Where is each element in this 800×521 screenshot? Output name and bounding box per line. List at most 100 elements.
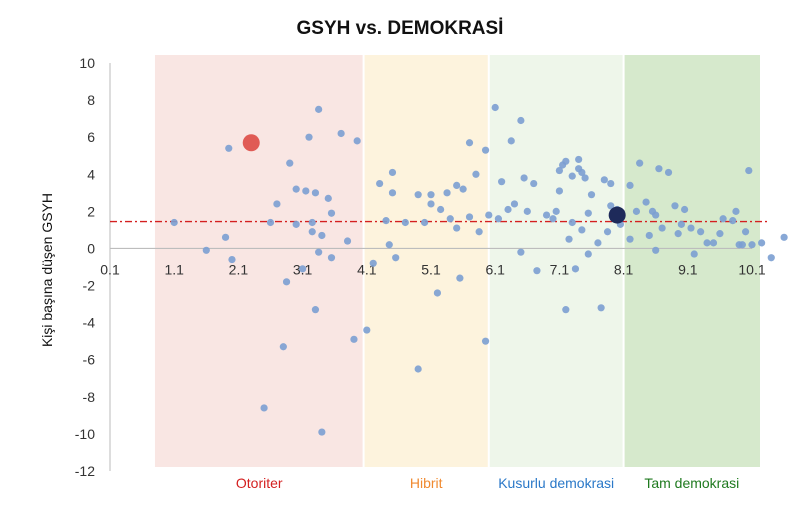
data-point <box>517 248 525 256</box>
data-point <box>282 278 291 286</box>
y-tick-label: -6 <box>83 352 96 368</box>
data-point <box>687 224 695 232</box>
data-point <box>286 159 294 167</box>
data-point <box>716 230 724 238</box>
data-point <box>318 231 326 240</box>
data-point <box>327 209 336 217</box>
data-point <box>427 200 435 208</box>
data-point <box>581 174 589 182</box>
data-point <box>453 181 461 189</box>
region-label-2: Hibrit <box>410 475 443 491</box>
x-tick-label: 7.1 <box>550 261 570 277</box>
data-point <box>292 220 300 228</box>
data-point <box>741 228 750 236</box>
data-point <box>565 235 573 243</box>
data-point <box>523 207 531 215</box>
data-point <box>658 224 666 232</box>
data-point <box>318 428 326 436</box>
data-point <box>485 211 493 219</box>
data-point <box>626 235 634 243</box>
data-point <box>584 209 592 217</box>
x-tick-label: 9.1 <box>678 261 698 277</box>
data-point <box>225 144 233 152</box>
data-point <box>745 166 753 175</box>
y-tick-label: -10 <box>75 426 95 442</box>
data-point <box>311 189 320 197</box>
y-tick-label: -2 <box>83 278 96 294</box>
data-point <box>279 343 287 351</box>
data-point <box>555 166 564 175</box>
x-tick-label: 6.1 <box>485 261 505 277</box>
data-point <box>552 207 560 215</box>
data-point <box>671 202 679 210</box>
data-point <box>308 228 316 236</box>
data-point <box>597 304 605 312</box>
data-point <box>481 146 490 154</box>
data-point <box>578 168 586 177</box>
data-point <box>603 228 612 236</box>
data-point <box>465 139 474 147</box>
data-point <box>652 211 660 219</box>
chart-title: GSYH vs. DEMOKRASİ <box>296 18 504 39</box>
data-point <box>709 239 718 247</box>
data-point <box>382 217 390 225</box>
data-point <box>475 228 483 236</box>
data-point <box>607 179 615 188</box>
data-point <box>392 254 400 262</box>
y-axis-label: Kişi başına düşen GSYH <box>39 193 55 347</box>
data-point <box>308 218 316 227</box>
data-point <box>315 105 323 113</box>
data-point <box>228 255 236 264</box>
data-point <box>324 194 332 202</box>
data-point <box>562 157 570 165</box>
data-point <box>302 187 310 195</box>
data-point <box>587 191 596 199</box>
highlighted-point-2 <box>608 206 626 224</box>
data-point <box>465 213 474 221</box>
data-point <box>542 211 551 219</box>
data-point <box>491 103 499 112</box>
data-point <box>170 218 178 227</box>
highlighted-point-1 <box>242 134 260 152</box>
data-point <box>481 337 490 345</box>
data-point <box>732 207 740 215</box>
data-point <box>414 191 422 199</box>
data-point <box>517 116 525 125</box>
data-point <box>530 179 538 188</box>
x-tick-label: 2.1 <box>229 261 249 277</box>
data-point <box>600 176 608 184</box>
data-point <box>655 165 663 173</box>
region-band-3 <box>488 55 624 467</box>
data-point <box>748 241 756 249</box>
y-tick-label: -4 <box>83 315 96 331</box>
data-point <box>758 239 766 247</box>
data-point <box>459 185 467 193</box>
data-point <box>221 233 230 241</box>
y-tick-label: 2 <box>87 203 95 219</box>
data-point <box>266 218 275 227</box>
data-point <box>664 168 673 177</box>
data-point <box>315 248 323 256</box>
data-point <box>642 198 650 206</box>
data-point <box>443 189 451 197</box>
y-tick-label: 0 <box>87 240 95 256</box>
region-label-3: Kusurlu demokrasi <box>498 475 614 491</box>
data-point <box>674 230 682 238</box>
region-backgrounds <box>154 55 760 467</box>
data-point <box>697 228 705 236</box>
data-point <box>388 189 397 197</box>
data-point <box>594 239 602 247</box>
data-point <box>571 265 580 273</box>
x-tick-label: 5.1 <box>421 261 441 277</box>
data-point <box>437 205 445 214</box>
data-point <box>305 133 313 141</box>
data-point <box>703 239 711 247</box>
data-point <box>645 231 653 240</box>
data-point <box>446 215 454 223</box>
data-point <box>472 170 480 178</box>
x-tick-label: 1.1 <box>164 261 184 277</box>
data-point <box>507 137 515 145</box>
data-point <box>568 172 576 180</box>
data-point <box>504 205 512 214</box>
data-point <box>719 215 727 223</box>
